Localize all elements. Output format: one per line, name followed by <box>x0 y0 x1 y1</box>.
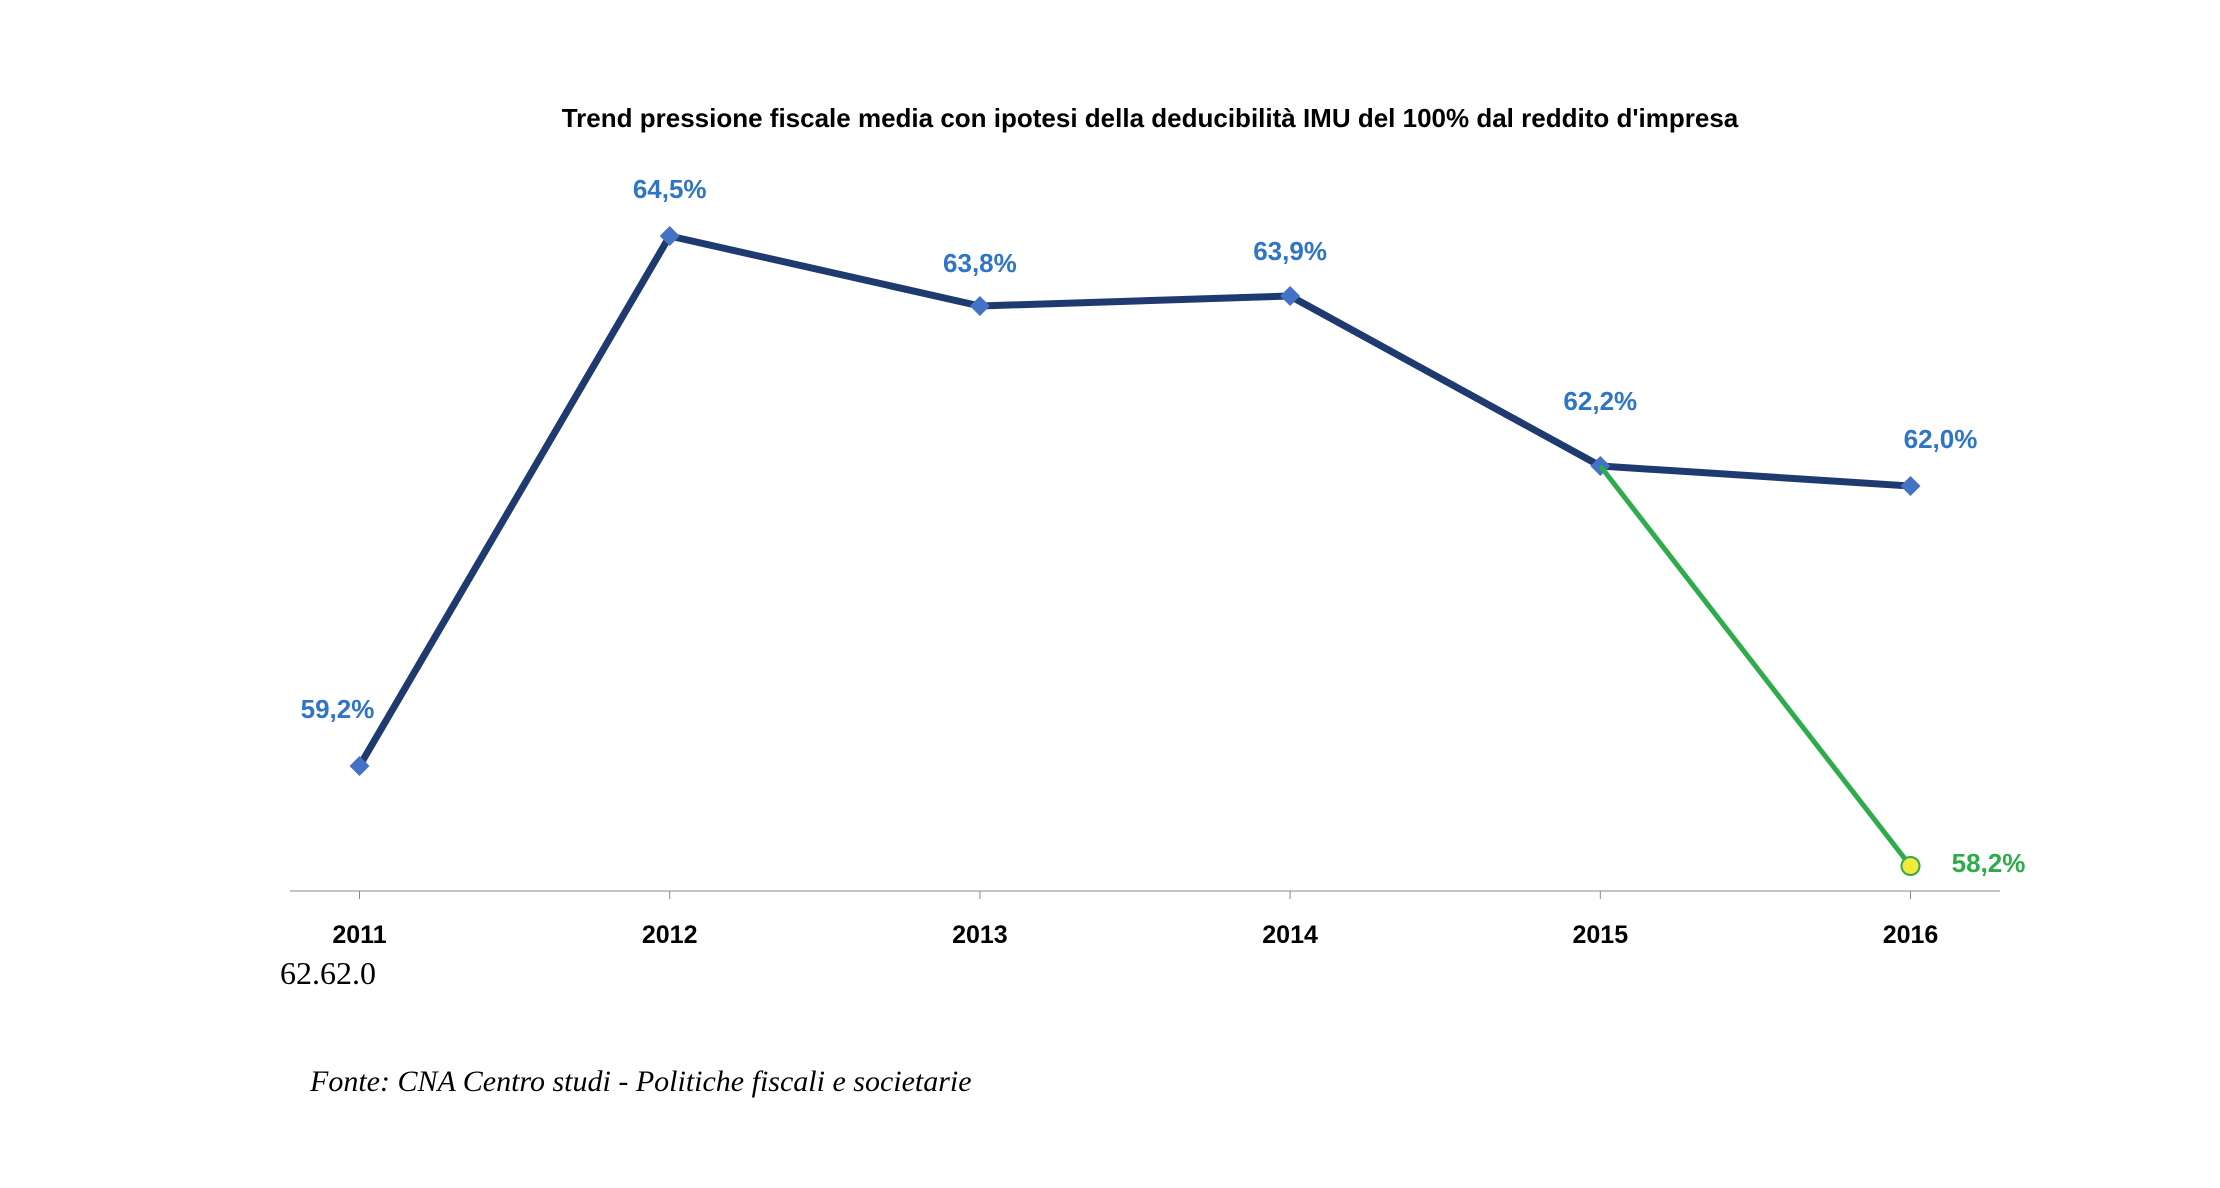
data-label: 62,2% <box>1563 386 1637 417</box>
corner-text: 62.62.0 <box>280 955 376 992</box>
x-tick-label: 2011 <box>332 921 386 950</box>
x-tick-label: 2013 <box>952 921 1008 950</box>
x-tick-label: 2015 <box>1572 921 1628 950</box>
chart-title: Trend pressione fiscale media con ipotes… <box>280 100 2020 136</box>
x-tick-label: 2016 <box>1883 921 1939 950</box>
data-label: 64,5% <box>633 174 707 205</box>
data-label: 59,2% <box>301 694 375 725</box>
data-label: 62,0% <box>1904 424 1978 455</box>
data-label: 63,9% <box>1253 236 1327 267</box>
x-tick-label: 2012 <box>642 921 698 950</box>
source-text: Fonte: CNA Centro studi - Politiche fisc… <box>310 1065 972 1099</box>
x-axis-labels: 2011 2012 2013 2014 2015 2016 <box>280 916 2020 956</box>
chart-container: Trend pressione fiscale media con ipotes… <box>280 100 2020 1020</box>
x-tick-label: 2014 <box>1262 921 1318 950</box>
plot-area: 59,2%64,5%63,8%63,9%62,2%62,0%58,2% <box>280 156 2020 916</box>
data-label: 63,8% <box>943 248 1017 279</box>
labels-layer: 59,2%64,5%63,8%63,9%62,2%62,0%58,2% <box>280 156 2020 916</box>
data-label: 58,2% <box>1952 848 2026 879</box>
